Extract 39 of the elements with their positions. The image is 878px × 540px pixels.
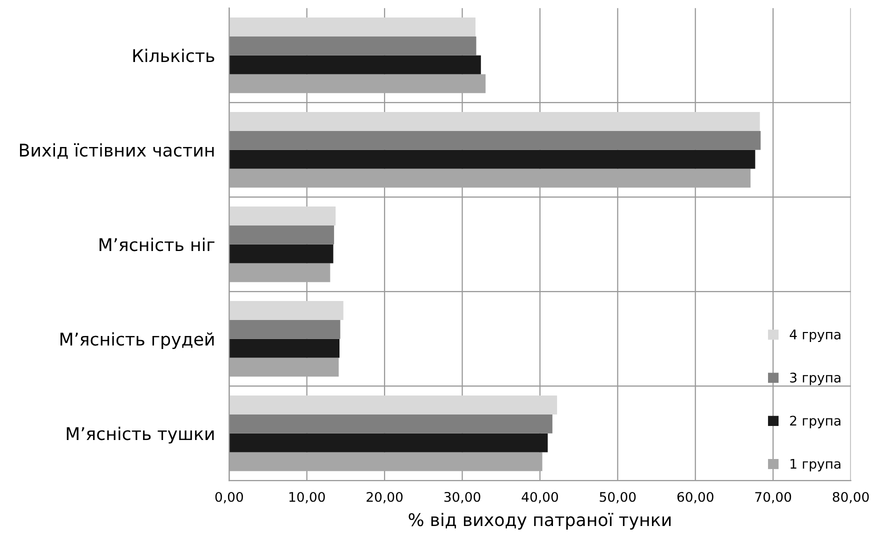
legend-label: 2 група [790, 416, 840, 428]
bar [229, 414, 552, 434]
bar [229, 18, 476, 36]
legend-label: 4 група [790, 330, 840, 342]
bar [229, 168, 751, 188]
bar [229, 206, 336, 226]
bar [229, 396, 558, 414]
bar [229, 130, 761, 150]
bar [229, 112, 760, 131]
x-tick-label: 70,00 [755, 492, 792, 504]
bar [229, 263, 330, 282]
x-tick-label: 0,00 [215, 492, 243, 504]
x-tick-label: 10,00 [289, 492, 325, 504]
bar [229, 301, 344, 320]
bar [229, 452, 542, 472]
x-axis-title: % від виходу патраної тунки [408, 512, 671, 530]
bar [229, 36, 476, 56]
bar [229, 338, 340, 358]
x-tick-label: 40,00 [522, 492, 558, 504]
bar [229, 74, 486, 94]
x-tick-label: 60,00 [677, 492, 714, 504]
y-tick-label: Вихід їстівних частин [20, 143, 214, 159]
bar [229, 225, 334, 244]
bar [229, 358, 339, 377]
bar [229, 150, 756, 169]
x-tick-label: 30,00 [444, 492, 480, 504]
bar [229, 320, 340, 339]
bar [229, 244, 334, 264]
y-tick-label: М’ясність ніг [100, 238, 214, 252]
legend-label: 1 група [790, 459, 840, 472]
x-tick-label: 50,00 [600, 492, 636, 504]
bar [229, 433, 548, 452]
legend-label: 3 група [790, 372, 840, 386]
x-tick-label: 80,00 [832, 492, 869, 504]
y-tick-label: М’ясність тушки [66, 426, 214, 444]
bar [229, 55, 481, 74]
y-tick-label: М’ясність грудей [60, 332, 214, 350]
x-tick-label: 20,00 [366, 492, 403, 504]
y-tick-label: Кількість [133, 48, 214, 62]
